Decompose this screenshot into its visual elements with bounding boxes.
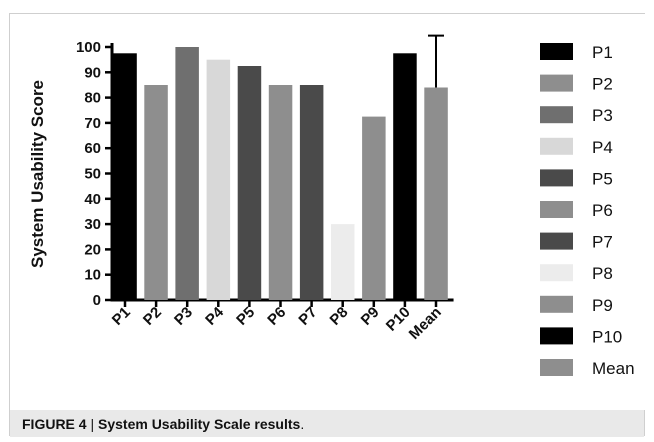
legend-swatch-p9 <box>540 295 573 313</box>
x-tick-label-p7: P7 <box>295 304 320 329</box>
y-axis-title: System Usability Score <box>28 80 47 268</box>
legend-swatch-p1 <box>540 43 573 60</box>
legend-label-p1: P1 <box>592 43 613 62</box>
figure: 0 10 20 30 40 50 60 70 80 90 100 P1 P2 P3 P4 P5 P6 P7 P8 P9… <box>9 13 646 437</box>
bar-p4 <box>206 59 231 301</box>
legend-label-p7: P7 <box>592 233 613 252</box>
y-tick-label: 0 <box>93 292 101 309</box>
y-tick-label: 60 <box>84 140 101 157</box>
legend-swatch-p5 <box>540 169 573 187</box>
bar-p6 <box>268 85 293 300</box>
legend-swatch-p3 <box>540 106 573 124</box>
legend-label-p9: P9 <box>592 296 613 315</box>
y-tick-label: 90 <box>84 64 101 81</box>
y-tick-label: 50 <box>84 166 101 183</box>
legend-swatch-p8 <box>540 264 573 282</box>
x-tick-label-p1: P1 <box>109 304 134 329</box>
y-tick-label: 100 <box>76 39 101 56</box>
chart-panel: 0 10 20 30 40 50 60 70 80 90 100 P1 P2 P3 P4 P5 P6 P7 P8 P9… <box>10 14 646 410</box>
legend-swatch-p7 <box>540 232 573 250</box>
legend-swatch-p4 <box>540 137 573 155</box>
bar-p10 <box>393 53 417 300</box>
y-tick-label: 80 <box>84 90 101 107</box>
legend-label-p10: P10 <box>592 327 622 346</box>
x-tick-label-p6: P6 <box>264 304 289 329</box>
x-tick-label-mean: Mean <box>406 304 445 343</box>
x-tick-label-p4: P4 <box>202 303 227 328</box>
legend-swatch-p10 <box>540 327 573 345</box>
x-tick-label-p2: P2 <box>140 304 165 329</box>
bar-p9 <box>362 116 386 300</box>
y-tick-label: 20 <box>84 241 101 258</box>
bar-mean <box>424 87 448 300</box>
bar-p5 <box>237 66 262 300</box>
x-tick-label-p8: P8 <box>327 304 352 329</box>
figure-caption: FIGURE 4 | System Usability Scale result… <box>22 416 304 432</box>
legend-label-p2: P2 <box>592 75 613 94</box>
bar-p3 <box>175 47 199 300</box>
y-tick-label: 10 <box>84 267 101 284</box>
legend-label-p4: P4 <box>592 138 613 157</box>
bar-p8 <box>331 224 355 300</box>
caption-label: FIGURE 4 <box>22 416 87 432</box>
legend-label-mean: Mean <box>592 359 635 378</box>
legend-label-p8: P8 <box>592 264 613 283</box>
x-tick-label-p5: P5 <box>233 304 258 329</box>
bar-p2 <box>144 85 168 300</box>
caption-bar: FIGURE 4 | System Usability Scale result… <box>10 410 644 437</box>
legend-label-p3: P3 <box>592 106 613 125</box>
caption-end: . <box>300 416 305 432</box>
legend-swatch-p6 <box>540 201 573 218</box>
y-tick-label: 70 <box>84 115 101 132</box>
legend-swatch-mean <box>540 359 573 376</box>
x-tick-label-p3: P3 <box>171 304 196 329</box>
caption-text: System Usability Scale results <box>98 416 301 432</box>
caption-separator: | <box>86 416 98 432</box>
y-tick-label: 40 <box>84 191 101 208</box>
bar-p1 <box>113 53 137 300</box>
legend-label-p5: P5 <box>592 169 613 188</box>
legend-swatch-p2 <box>540 74 573 92</box>
legend-label-p6: P6 <box>592 201 613 220</box>
x-tick-label-p9: P9 <box>358 304 383 329</box>
y-tick-label: 30 <box>84 216 101 233</box>
bar-p7 <box>299 85 324 300</box>
